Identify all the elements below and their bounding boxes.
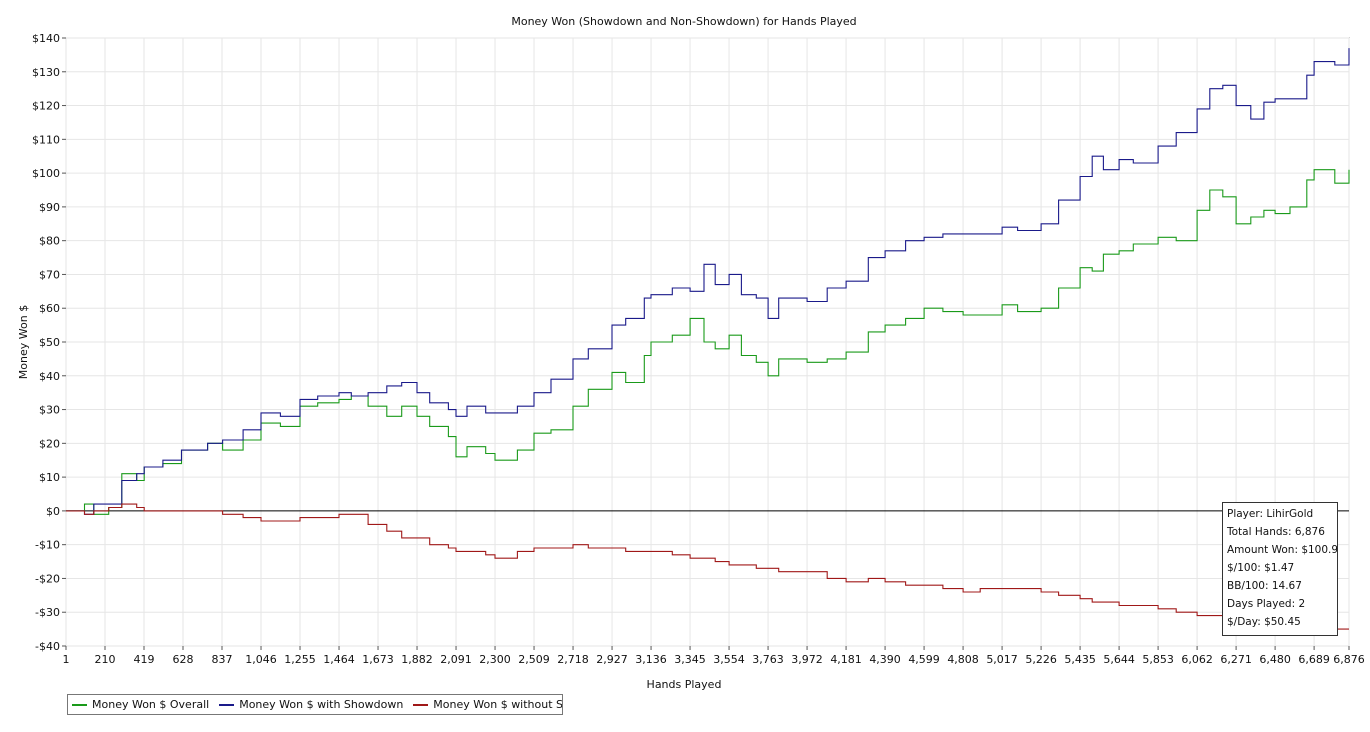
player-stats-box: Player: LihirGold Total Hands: 6,876 Amo… bbox=[1222, 502, 1338, 636]
legend-label-overall: Money Won $ Overall bbox=[92, 698, 210, 711]
x-tick-label: 2,300 bbox=[479, 653, 511, 666]
x-tick-label: 5,017 bbox=[986, 653, 1018, 666]
stats-bb-per-100: BB/100: 14.67 bbox=[1227, 580, 1302, 592]
legend-item-without-showdown: Money Won $ without Showdown bbox=[413, 698, 563, 711]
x-tick-label: 6,480 bbox=[1259, 653, 1291, 666]
x-tick-label: 210 bbox=[95, 653, 116, 666]
y-tick-label: $30 bbox=[39, 404, 60, 417]
x-tick-label: 837 bbox=[212, 653, 233, 666]
x-tick-label: 4,181 bbox=[830, 653, 862, 666]
x-tick-label: 2,509 bbox=[518, 653, 550, 666]
y-tick-label: $50 bbox=[39, 336, 60, 349]
y-tick-label: $120 bbox=[32, 100, 60, 113]
y-tick-label: $70 bbox=[39, 268, 60, 281]
grid-lines bbox=[65, 37, 1350, 647]
x-axis-title: Hands Played bbox=[647, 678, 722, 691]
axes: 1 210 419 628 837 1,046 1,255 1,464 1,673 1,882 2,… bbox=[32, 32, 1365, 666]
x-tick-label: 3,136 bbox=[635, 653, 667, 666]
legend-item-showdown: Money Won $ with Showdown bbox=[219, 698, 403, 711]
x-tick-label: 4,599 bbox=[908, 653, 940, 666]
x-tick-label: 2,091 bbox=[440, 653, 472, 666]
y-tick-label: $80 bbox=[39, 235, 60, 248]
x-tick-label: 1,255 bbox=[284, 653, 316, 666]
x-tick-label: 4,808 bbox=[947, 653, 979, 666]
x-tick-label: 1,464 bbox=[323, 653, 355, 666]
legend-swatch-overall bbox=[72, 703, 87, 706]
legend-label-showdown: Money Won $ with Showdown bbox=[239, 698, 404, 711]
y-tick-label: -$40 bbox=[35, 640, 60, 653]
y-tick-label: $10 bbox=[39, 471, 60, 484]
stats-dollars-per-100: $/100: $1.47 bbox=[1227, 562, 1295, 574]
y-axis-title: Money Won $ bbox=[17, 305, 30, 379]
y-tick-label: $140 bbox=[32, 32, 60, 45]
legend-swatch-without-showdown bbox=[413, 703, 429, 706]
x-tick-label: 2,927 bbox=[596, 653, 628, 666]
series-line-2 bbox=[66, 503, 1349, 630]
x-tick-label: 1,882 bbox=[401, 653, 433, 666]
y-tick-label: $0 bbox=[46, 505, 60, 518]
x-tick-label: 3,763 bbox=[752, 653, 784, 666]
x-tick-label: 5,853 bbox=[1142, 653, 1174, 666]
x-tick-label: 3,345 bbox=[674, 653, 706, 666]
chart-title: Money Won (Showdown and Non-Showdown) fo… bbox=[511, 15, 856, 28]
stats-player: Player: LihirGold bbox=[1227, 508, 1314, 520]
y-tick-label: -$20 bbox=[35, 572, 60, 585]
stats-days-played: Days Played: 2 bbox=[1227, 598, 1306, 610]
y-tick-label: $130 bbox=[32, 66, 60, 79]
x-tick-label: 6,876 bbox=[1333, 653, 1365, 666]
x-tick-label: 1,673 bbox=[362, 653, 394, 666]
series-lines bbox=[66, 48, 1350, 630]
y-tick-label: $110 bbox=[32, 133, 60, 146]
y-tick-label: $40 bbox=[39, 370, 60, 383]
legend-item-overall: Money Won $ Overall bbox=[72, 698, 209, 711]
y-tick-label: $60 bbox=[39, 302, 60, 315]
y-tick-label: -$30 bbox=[35, 606, 60, 619]
x-tick-label: 3,972 bbox=[791, 653, 823, 666]
x-tick-label: 1,046 bbox=[245, 653, 277, 666]
stats-amount-won: Amount Won: $100.90 bbox=[1227, 544, 1338, 556]
y-tick-label: $100 bbox=[32, 167, 60, 180]
y-tick-label: -$10 bbox=[35, 539, 60, 552]
y-tick-label: $90 bbox=[39, 201, 60, 214]
stats-dollars-per-day: $/Day: $50.45 bbox=[1227, 616, 1301, 628]
x-tick-label: 5,435 bbox=[1064, 653, 1096, 666]
x-tick-label: 419 bbox=[134, 653, 155, 666]
x-tick-label: 628 bbox=[173, 653, 194, 666]
x-tick-label: 5,644 bbox=[1103, 653, 1135, 666]
y-tick-label: $20 bbox=[39, 437, 60, 450]
series-line-0 bbox=[66, 169, 1350, 515]
chart-legend: Money Won $ Overall Money Won $ with Sho… bbox=[67, 694, 563, 715]
x-tick-label: 1 bbox=[63, 653, 70, 666]
x-tick-label: 6,271 bbox=[1220, 653, 1252, 666]
x-tick-label: 3,554 bbox=[713, 653, 745, 666]
x-tick-label: 2,718 bbox=[557, 653, 589, 666]
x-tick-label: 4,390 bbox=[869, 653, 901, 666]
x-tick-label: 6,062 bbox=[1181, 653, 1213, 666]
x-tick-label: 5,226 bbox=[1025, 653, 1057, 666]
stats-total-hands: Total Hands: 6,876 bbox=[1227, 526, 1325, 538]
legend-swatch-showdown bbox=[219, 703, 235, 706]
legend-label-without-showdown: Money Won $ without Showdown bbox=[433, 698, 563, 711]
x-tick-label: 6,689 bbox=[1298, 653, 1330, 666]
series-line-1 bbox=[66, 48, 1350, 515]
